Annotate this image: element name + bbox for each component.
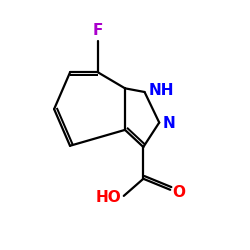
Text: F: F [93,23,103,38]
Text: N: N [163,116,176,131]
Text: HO: HO [96,190,121,204]
Text: NH: NH [148,83,174,98]
Text: O: O [173,185,186,200]
